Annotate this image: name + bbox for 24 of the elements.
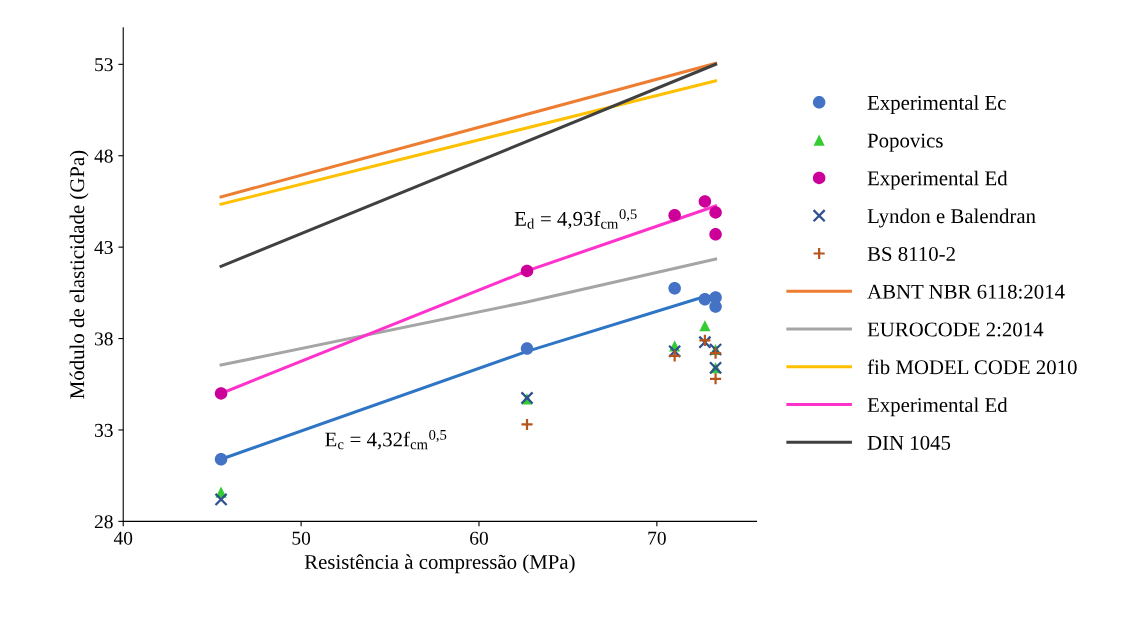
y-tick-label: 28 [94,515,113,529]
y-tick-label: 53 [95,58,113,72]
y-tick-label: 48 [94,149,113,163]
y-tick-label: 33 [94,423,113,437]
annotation: E$_{c}$ = 4,32f$_{cm}$$^{0,5}$ [325,429,447,450]
annotation: E$_{d}$ = 4,93f$_{cm}$$^{0,5}$ [514,209,637,229]
x-tick-label: 60 [470,531,488,545]
y-tick-label: 38 [94,332,113,346]
x-tick-label: 70 [648,531,666,545]
legend-label: DIN 1045 [867,435,951,450]
x-tick-label: 50 [292,531,311,545]
legend-label: fib MODEL CODE 2010 [867,359,1077,375]
x-tick-label: 40 [113,531,133,545]
legend-label: Experimental Ed [867,397,1008,417]
legend-label: Lyndon e Balendran [867,208,1036,228]
legend-label: EUROCODE 2:2014 [867,322,1044,337]
legend-label: Experimental Ed [867,170,1008,190]
legend-label: Popovics [867,133,943,152]
y-tick-label: 43 [94,241,113,255]
x-axis-title: Resistência à compressão (MPa) [304,554,575,574]
y-axis-title: Módulo de elasticidade (GPa) [69,150,89,399]
legend-label: BS 8110-2 [867,246,955,261]
legend-label: ABNT NBR 6118:2014 [867,284,1065,299]
legend-label: Experimental Ec [867,95,1006,115]
